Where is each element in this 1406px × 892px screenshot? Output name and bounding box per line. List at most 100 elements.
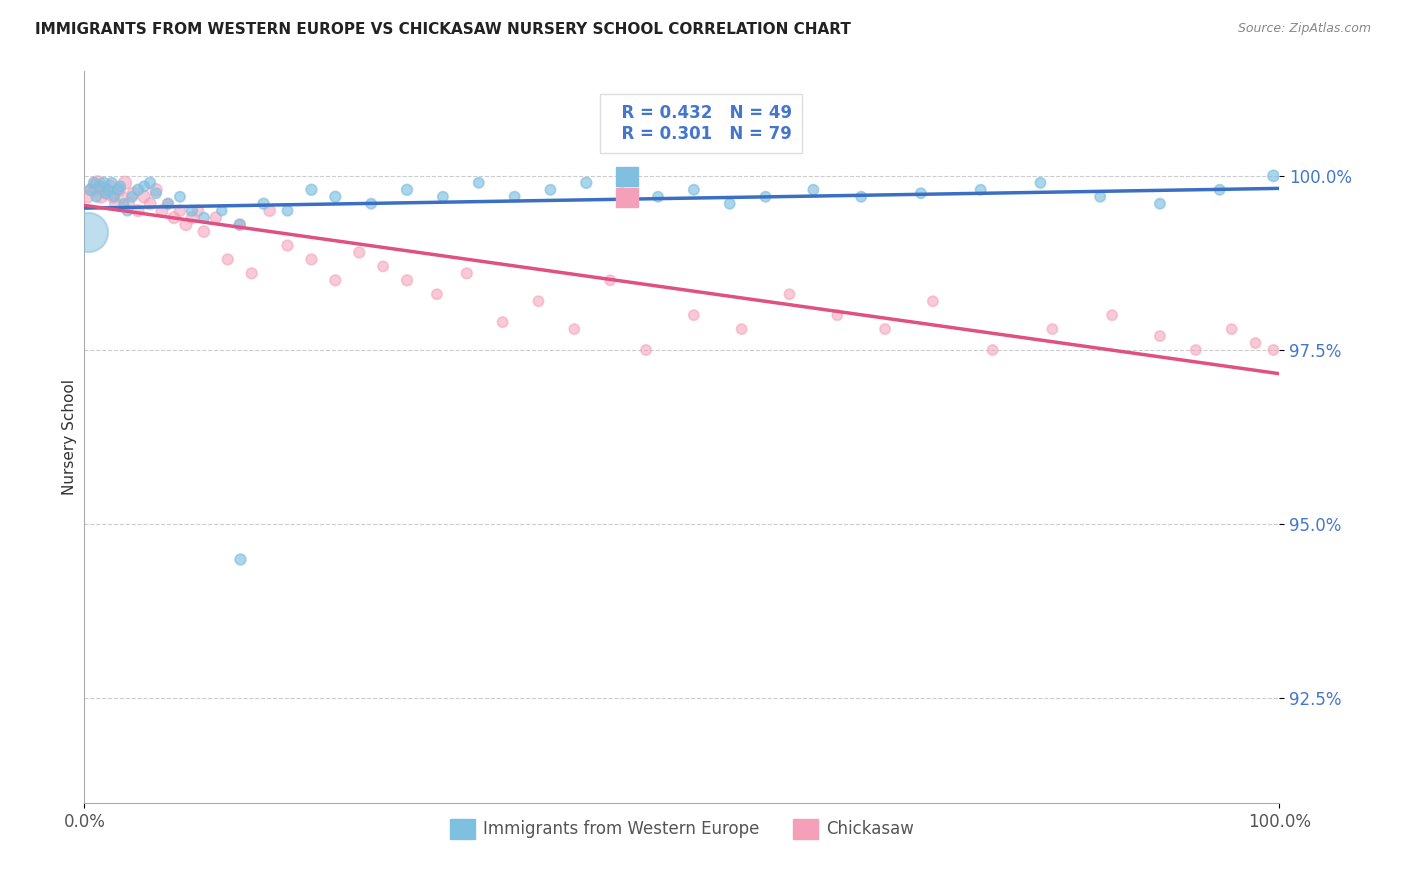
Point: [540, 183, 562, 197]
Point: [492, 315, 515, 329]
FancyBboxPatch shape: [616, 167, 638, 186]
Point: [1185, 343, 1208, 357]
Point: [827, 308, 849, 322]
Point: [174, 218, 197, 232]
Point: [117, 203, 139, 218]
Point: [93, 176, 115, 190]
Point: [1220, 322, 1243, 336]
Y-axis label: Nursery School: Nursery School: [62, 379, 77, 495]
Point: [132, 190, 156, 204]
Point: [253, 196, 276, 211]
Point: [277, 203, 299, 218]
Text: R = 0.432   N = 49
  R = 0.301   N = 79: R = 0.432 N = 49 R = 0.301 N = 79: [610, 104, 793, 143]
Point: [468, 176, 491, 190]
Point: [132, 179, 156, 194]
Point: [83, 176, 105, 190]
Point: [1101, 308, 1123, 322]
Point: [193, 225, 215, 239]
Point: [970, 183, 993, 197]
Point: [426, 287, 449, 301]
Point: [211, 203, 233, 218]
Point: [349, 245, 371, 260]
Point: [527, 294, 550, 309]
Point: [636, 343, 658, 357]
Point: [803, 183, 825, 197]
Point: [360, 196, 382, 211]
Point: [325, 273, 347, 287]
Point: [181, 211, 204, 225]
Point: [112, 196, 135, 211]
Point: [1263, 169, 1285, 183]
Point: [127, 183, 149, 197]
Point: [229, 552, 252, 566]
Point: [217, 252, 239, 267]
Point: [107, 183, 129, 197]
Point: [205, 211, 228, 225]
Point: [97, 183, 120, 197]
Point: [456, 266, 478, 280]
Point: [851, 190, 873, 204]
Point: [145, 186, 167, 201]
Point: [1149, 329, 1171, 343]
Point: [108, 183, 131, 197]
Point: [503, 190, 526, 204]
Point: [396, 273, 419, 287]
Point: [93, 183, 115, 197]
Point: [731, 322, 754, 336]
Point: [121, 190, 143, 204]
Point: [301, 183, 323, 197]
Point: [89, 179, 111, 194]
Point: [779, 287, 801, 301]
Point: [96, 186, 118, 201]
Point: [1042, 322, 1064, 336]
Point: [110, 179, 132, 194]
Point: [187, 203, 209, 218]
Point: [1263, 343, 1285, 357]
Point: [86, 190, 108, 204]
Point: [139, 176, 162, 190]
Point: [145, 183, 167, 197]
Point: [101, 176, 124, 190]
Point: [612, 186, 634, 201]
Point: [229, 218, 252, 232]
Point: [277, 238, 299, 252]
Point: [599, 273, 621, 287]
Point: [718, 196, 741, 211]
Legend: Immigrants from Western Europe, Chickasaw: Immigrants from Western Europe, Chickasa…: [443, 812, 921, 846]
Point: [181, 203, 204, 218]
Point: [647, 190, 669, 204]
Point: [77, 225, 100, 239]
Point: [922, 294, 945, 309]
Point: [157, 196, 180, 211]
Point: [396, 183, 419, 197]
FancyBboxPatch shape: [616, 187, 638, 207]
Point: [1149, 196, 1171, 211]
Point: [79, 183, 101, 197]
Point: [240, 266, 263, 280]
Point: [94, 186, 117, 201]
Point: [101, 190, 124, 204]
Point: [169, 203, 191, 218]
Point: [1090, 190, 1112, 204]
Point: [1209, 183, 1232, 197]
Point: [875, 322, 897, 336]
Point: [114, 176, 136, 190]
Point: [259, 203, 281, 218]
Point: [163, 211, 186, 225]
Point: [77, 190, 100, 204]
Point: [150, 203, 173, 218]
Point: [98, 179, 121, 194]
Point: [84, 179, 107, 194]
Point: [90, 190, 112, 204]
Point: [755, 190, 778, 204]
Point: [301, 252, 323, 267]
Point: [1244, 336, 1267, 351]
Point: [981, 343, 1004, 357]
Point: [564, 322, 586, 336]
Point: [1029, 176, 1052, 190]
Point: [117, 196, 139, 211]
Point: [432, 190, 454, 204]
Point: [683, 308, 706, 322]
Point: [86, 176, 108, 190]
Text: Source: ZipAtlas.com: Source: ZipAtlas.com: [1237, 22, 1371, 36]
